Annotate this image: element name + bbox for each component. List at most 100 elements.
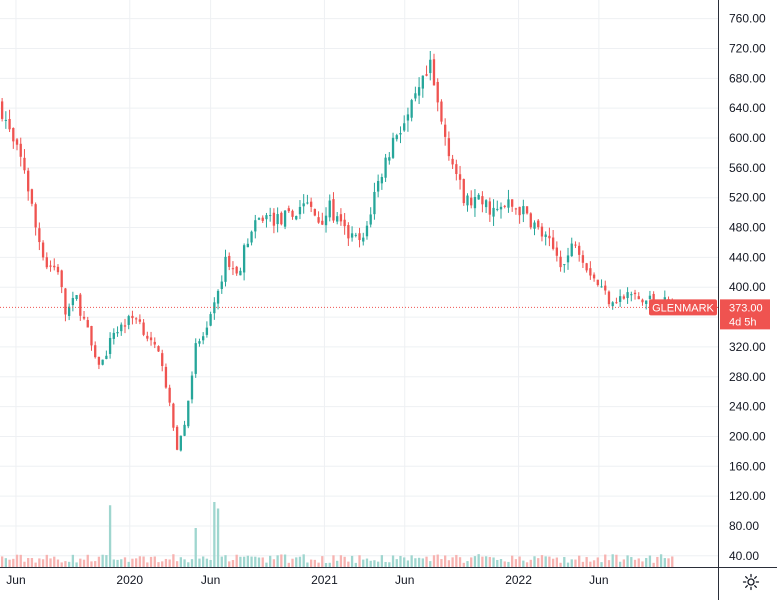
volume-bar — [462, 562, 465, 567]
candle-body — [250, 231, 253, 243]
candle-body — [86, 320, 89, 328]
volume-bar — [257, 557, 261, 567]
candle-body — [473, 197, 477, 209]
volume-bar — [615, 554, 618, 567]
last-price-tag[interactable]: GLENMARK 373.00 4d 5h — [649, 299, 770, 330]
volume-bar — [347, 561, 350, 567]
candle-body — [157, 346, 160, 352]
candle-body — [276, 214, 279, 225]
candle-body — [410, 100, 413, 118]
volume-bar — [53, 556, 56, 567]
candle-body — [347, 225, 350, 239]
candle-body — [477, 194, 480, 200]
candle-body — [15, 139, 19, 145]
x-tick-label: Jun — [201, 573, 220, 587]
candle-body — [179, 435, 182, 451]
candle-body — [60, 270, 63, 288]
volume-bar — [548, 556, 551, 567]
y-tick-label: 200.00 — [729, 429, 766, 443]
volume-bar — [417, 557, 421, 567]
volume-bar — [525, 562, 529, 567]
candle-body — [336, 216, 339, 222]
volume-bar — [45, 554, 48, 567]
volume-bar — [291, 558, 294, 567]
candle-body — [246, 243, 249, 248]
symbol-tag — [649, 299, 717, 316]
candle-body — [149, 337, 153, 341]
y-tick-label: 720.00 — [729, 41, 766, 55]
candle-body — [216, 290, 220, 304]
volume-bar — [578, 555, 581, 567]
candle-body — [94, 345, 97, 358]
volume-bar — [38, 558, 41, 567]
x-tick-label: 2021 — [311, 573, 338, 587]
candle-body — [53, 265, 56, 268]
candle-body — [578, 245, 581, 255]
candle-body — [265, 215, 268, 220]
volume-bar — [432, 555, 436, 567]
volume-bar — [198, 558, 201, 567]
candle-body — [611, 302, 614, 307]
candle-body — [321, 220, 324, 225]
candle-body — [67, 306, 71, 316]
volume-bar — [440, 559, 443, 567]
volume-bar — [399, 555, 402, 567]
x-tick-label: Jun — [395, 573, 414, 587]
candle-body — [164, 366, 168, 388]
candle-body — [544, 234, 547, 237]
candle-body — [187, 400, 190, 427]
candle-body — [82, 316, 86, 319]
volume-bar — [272, 559, 276, 567]
volume-bar — [27, 558, 30, 567]
candle-body — [447, 138, 451, 157]
candle-body — [511, 199, 514, 207]
candle-body — [235, 266, 238, 274]
volume-bar — [216, 508, 220, 567]
volume-bar — [161, 561, 164, 567]
candle-body — [645, 300, 648, 304]
y-tick-label: 80.00 — [729, 519, 759, 533]
candle-body — [440, 101, 443, 122]
candle-body — [581, 255, 585, 263]
volume-bar — [511, 555, 514, 567]
candle-body — [466, 195, 469, 206]
volume-bar — [209, 559, 212, 567]
y-tick-label: 680.00 — [729, 71, 766, 85]
y-tick-label: 120.00 — [729, 489, 766, 503]
volume-bar — [131, 558, 134, 567]
candle-body — [175, 426, 179, 450]
x-tick-label: Jun — [6, 573, 25, 587]
volume-bar — [231, 560, 235, 567]
volume-bar — [60, 562, 63, 567]
candle-body — [295, 215, 298, 220]
candle-body — [38, 228, 41, 243]
candle-body — [633, 292, 637, 295]
candle-body — [380, 177, 384, 184]
candle-body — [376, 180, 380, 192]
volume-bar — [295, 557, 298, 567]
candle-body — [108, 337, 112, 354]
grid-lines — [0, 0, 718, 567]
candle-body — [317, 217, 320, 223]
candle-body — [592, 274, 596, 279]
candle-body — [123, 325, 127, 327]
candle-body — [75, 295, 78, 300]
candle-body — [12, 127, 15, 142]
symbol-label: GLENMARK — [652, 302, 714, 314]
price-label: 373.00 — [729, 302, 763, 314]
volume-bar — [254, 556, 257, 567]
candle-body — [451, 158, 454, 165]
candle-body — [79, 294, 82, 316]
candle-body — [339, 214, 343, 222]
candle-body — [8, 119, 11, 130]
volume-bar — [202, 556, 205, 567]
gear-icon[interactable] — [740, 571, 762, 593]
candle-body — [641, 299, 644, 303]
candle-body — [537, 220, 540, 228]
candle-body — [417, 87, 421, 96]
volume-bar — [116, 559, 119, 567]
volume-bar — [436, 554, 439, 567]
volume-bar — [175, 561, 179, 567]
volume-bar — [410, 555, 413, 567]
